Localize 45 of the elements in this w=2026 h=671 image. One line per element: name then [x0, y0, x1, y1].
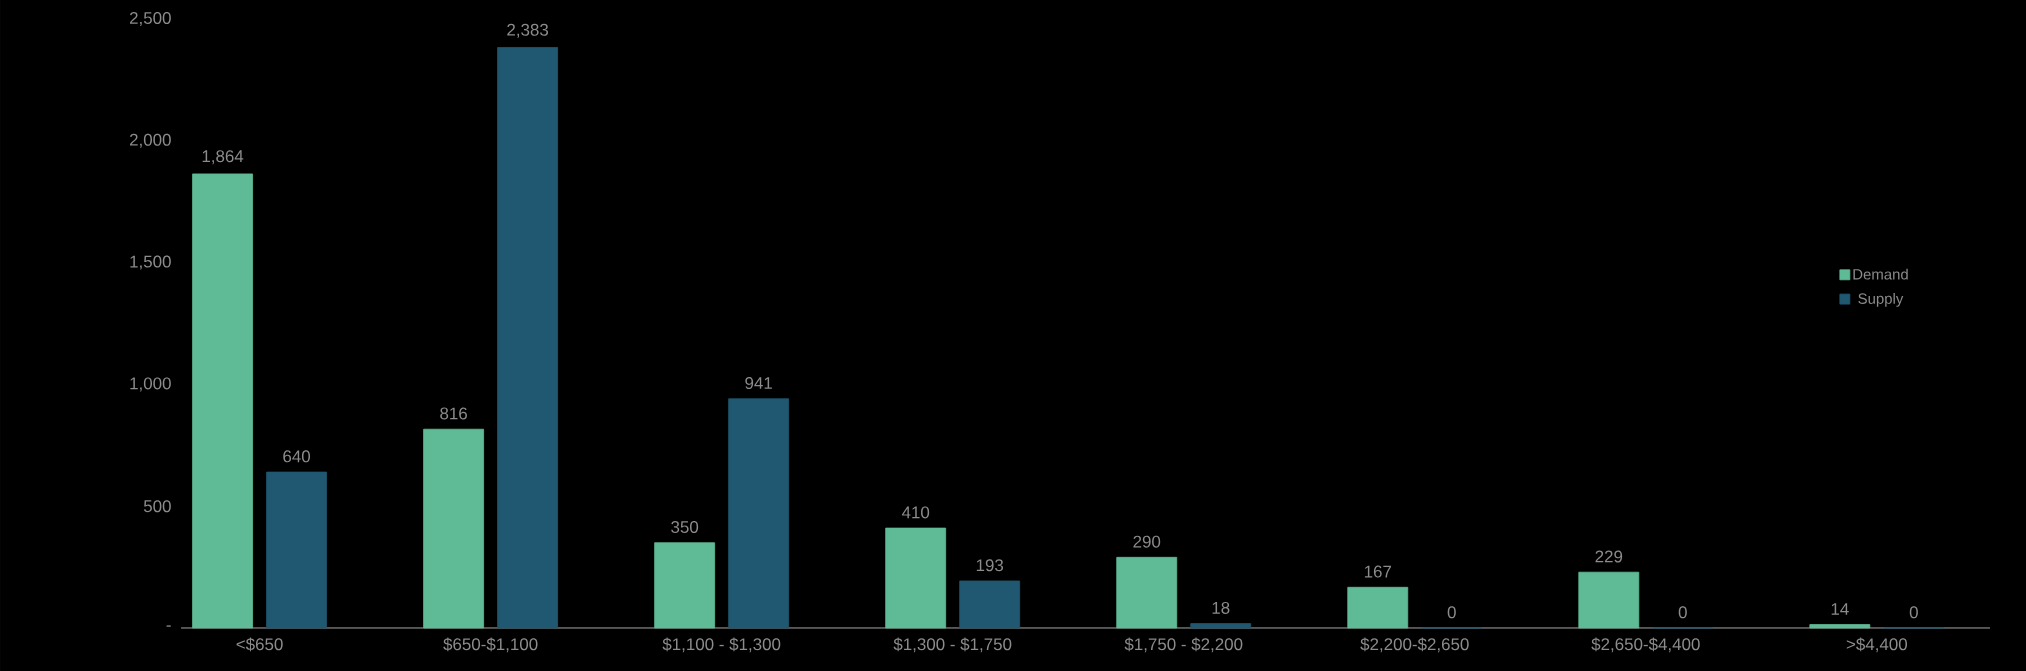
- data-label: 167: [1364, 565, 1392, 578]
- legend-label: Supply: [1858, 292, 1904, 307]
- x-tick-label: $1,750 - $2,200: [1124, 637, 1243, 653]
- bar: [497, 47, 559, 629]
- legend-label: Demand: [1853, 268, 1908, 280]
- y-tick-label: -: [166, 625, 171, 627]
- data-label: 229: [1595, 550, 1623, 563]
- data-label: 14: [1831, 603, 1849, 615]
- y-tick-label: 2,000: [129, 133, 171, 148]
- data-label: 350: [671, 521, 699, 534]
- y-tick-label: 2,500: [129, 11, 171, 26]
- data-label: 0: [1909, 606, 1918, 619]
- data-label: 816: [440, 407, 467, 420]
- data-label: 1,864: [202, 150, 244, 165]
- x-tick-label: $2,200-$2,650: [1360, 637, 1469, 653]
- bar: [959, 580, 1021, 629]
- bar: [885, 527, 947, 629]
- bar: [423, 428, 485, 629]
- data-label: 193: [976, 559, 1004, 572]
- y-tick-label: 500: [143, 500, 171, 513]
- bar: [1809, 624, 1871, 629]
- x-tick-label: $2,650-$4,400: [1591, 637, 1700, 653]
- bar: [1116, 556, 1178, 629]
- bar: [1578, 571, 1640, 629]
- data-label: 0: [1447, 606, 1456, 619]
- data-label: 640: [283, 450, 311, 463]
- x-tick-label: <$650: [236, 637, 283, 652]
- x-tick-label: $1,100 - $1,300: [662, 637, 781, 653]
- y-tick-label: 1,500: [130, 255, 171, 270]
- y-tick-label: 1,000: [130, 377, 171, 392]
- bar: [266, 471, 327, 629]
- data-label: 18: [1212, 601, 1230, 614]
- bar: [654, 542, 716, 629]
- bar: [728, 398, 790, 629]
- data-label: 941: [745, 377, 772, 390]
- data-label: 0: [1678, 606, 1687, 619]
- bar: [1347, 586, 1409, 629]
- data-label: 410: [901, 506, 930, 519]
- x-tick-label: >$4,400: [1846, 637, 1908, 653]
- x-tick-label: $1,300 - $1,750: [893, 637, 1012, 653]
- data-label: 2,383: [507, 23, 549, 38]
- data-label: 290: [1133, 535, 1161, 548]
- bar: [192, 173, 253, 629]
- bar: [1190, 623, 1252, 629]
- x-tick-label: $650-$1,100: [443, 637, 538, 653]
